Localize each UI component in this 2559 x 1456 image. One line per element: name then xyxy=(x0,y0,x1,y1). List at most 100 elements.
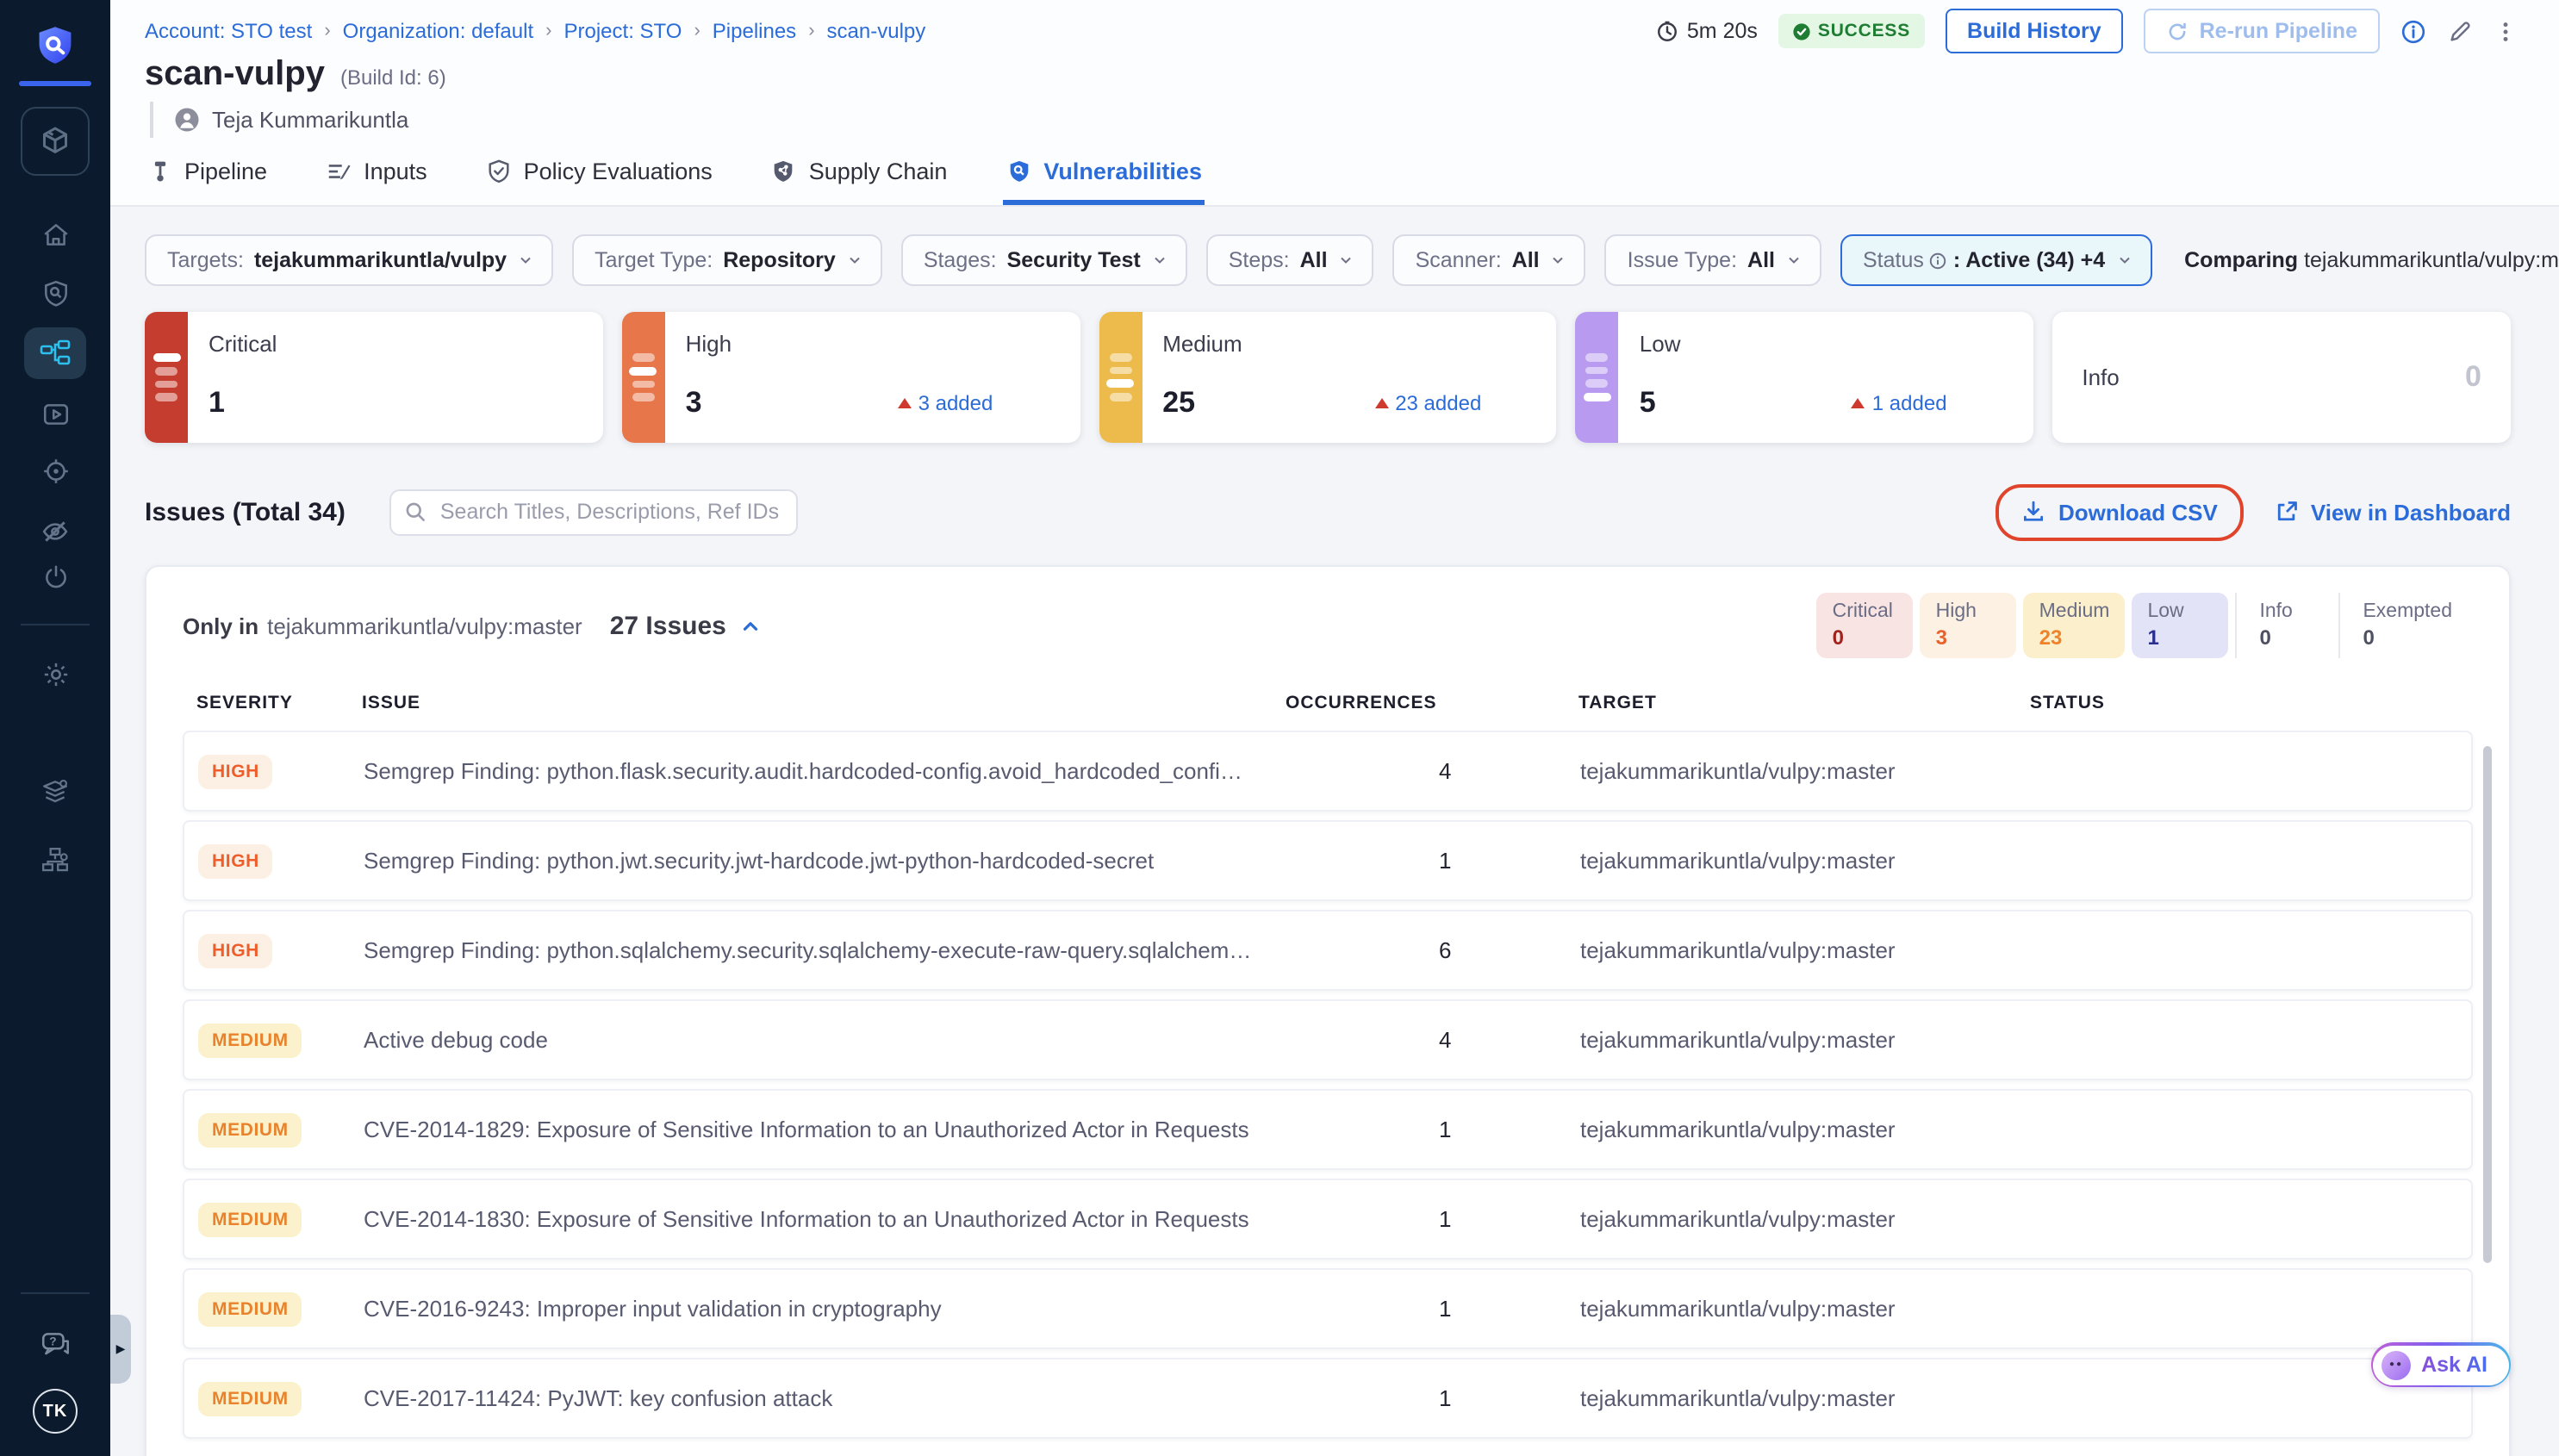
table-row[interactable]: HIGH Semgrep Finding: python.flask.secur… xyxy=(183,731,2473,812)
ask-ai-label: Ask AI xyxy=(2421,1353,2487,1377)
only-in-label: Only in xyxy=(183,613,258,638)
table-row[interactable]: MEDIUM CVE-2014-1829: Exposure of Sensit… xyxy=(183,1089,2473,1170)
view-in-dashboard-button[interactable]: View in Dashboard xyxy=(2275,499,2511,525)
user-icon xyxy=(174,107,200,133)
sidebar-item-org-structure[interactable] xyxy=(0,846,110,875)
sidebar-item-visibility[interactable] xyxy=(0,519,110,544)
svg-text:?: ? xyxy=(48,1335,55,1348)
card-info[interactable]: Info 0 xyxy=(2052,312,2511,443)
card-medium[interactable]: Medium 25 23 added xyxy=(1099,312,1557,443)
issue-title: CVE-2014-1830: Exposure of Sensitive Inf… xyxy=(364,1206,1287,1232)
breadcrumb-current[interactable]: scan-vulpy xyxy=(827,19,926,43)
occurrences-count: 4 xyxy=(1287,1027,1580,1053)
download-csv-button[interactable]: Download CSV xyxy=(2022,499,2218,525)
table-row[interactable]: MEDIUM CVE-2017-11424: PyJWT: key confus… xyxy=(183,1358,2473,1439)
breadcrumb-project[interactable]: Project: STO xyxy=(564,19,682,43)
external-link-icon xyxy=(2275,500,2299,524)
filter-targets[interactable]: Targets:tejakummarikuntla/vulpy xyxy=(145,234,553,286)
info-icon[interactable] xyxy=(2400,18,2426,44)
issues-count: 27 Issues xyxy=(610,611,726,640)
sidebar-item-pipelines-active[interactable] xyxy=(24,327,86,379)
kebab-menu-icon[interactable] xyxy=(2494,18,2518,44)
chip-low: Low1 xyxy=(2132,593,2228,658)
card-low[interactable]: Low 5 1 added xyxy=(1576,312,2034,443)
target-icon xyxy=(40,457,70,486)
issue-target: tejakummarikuntla/vulpy:master xyxy=(1580,1296,2032,1322)
user-avatar[interactable]: TK xyxy=(33,1389,78,1434)
filter-steps[interactable]: Steps:All xyxy=(1206,234,1374,286)
filter-issue-type[interactable]: Issue Type:All xyxy=(1605,234,1821,286)
shield-scan-icon xyxy=(40,279,70,308)
issue-title: Semgrep Finding: python.jwt.security.jwt… xyxy=(364,848,1287,874)
delta-up-icon xyxy=(1374,398,1388,408)
card-label: High xyxy=(686,331,732,357)
sidebar-item-executions[interactable] xyxy=(0,400,110,429)
card-high[interactable]: High 3 3 added xyxy=(622,312,1080,443)
pipeline-tab-icon xyxy=(148,159,172,184)
gear-icon xyxy=(40,660,70,689)
severity-summary-cards: Critical 1 High 3 3 added Medium 25 23 a… xyxy=(145,312,2511,443)
table-row[interactable]: MEDIUM Active debug code 4 tejakummariku… xyxy=(183,999,2473,1080)
table-row[interactable]: MEDIUM CVE-2014-1830: Exposure of Sensit… xyxy=(183,1179,2473,1260)
clock-icon xyxy=(1656,20,1678,42)
breadcrumb-organization[interactable]: Organization: default xyxy=(343,19,534,43)
sidebar-item-default-settings[interactable] xyxy=(0,777,110,806)
tab-pipeline[interactable]: Pipeline xyxy=(145,152,271,205)
card-count: 1 xyxy=(209,386,225,420)
sidebar-item-power[interactable] xyxy=(0,563,110,593)
occurrences-count: 1 xyxy=(1287,848,1580,874)
sidebar-item-settings[interactable] xyxy=(0,660,110,689)
filter-bar: Targets:tejakummarikuntla/vulpy Target T… xyxy=(145,234,2511,286)
filter-target-type[interactable]: Target Type:Repository xyxy=(572,234,882,286)
vulnerabilities-content: Targets:tejakummarikuntla/vulpy Target T… xyxy=(110,207,2559,1456)
home-icon xyxy=(40,221,70,250)
page-header: Account: STO test › Organization: defaul… xyxy=(110,0,2559,207)
high-severity-meter-icon xyxy=(622,312,665,443)
build-duration: 5m 20s xyxy=(1656,19,1758,43)
tab-supply-chain[interactable]: Supply Chain xyxy=(768,152,951,205)
tab-inputs[interactable]: Inputs xyxy=(322,152,431,205)
filter-status[interactable]: Status : Active (34) +4 xyxy=(1840,234,2151,286)
comparing-label: Comparing tejakummarikuntla/vulpy:master… xyxy=(2184,248,2559,272)
filter-scanner[interactable]: Scanner:All xyxy=(1393,234,1586,286)
eye-off-icon xyxy=(40,519,71,544)
breadcrumb-separator: › xyxy=(545,21,551,41)
occurrences-count: 6 xyxy=(1287,937,1580,963)
red-highlight-annotation: Download CSV xyxy=(1996,483,2244,540)
tab-policy-evaluations[interactable]: Policy Evaluations xyxy=(483,152,716,205)
col-target: TARGET xyxy=(1578,693,2030,713)
issues-total-title: Issues (Total 34) xyxy=(145,497,346,526)
harness-sto-logo-icon[interactable] xyxy=(0,24,110,69)
card-critical[interactable]: Critical 1 xyxy=(145,312,603,443)
rerun-pipeline-button[interactable]: Re-run Pipeline xyxy=(2145,9,2380,53)
build-history-button[interactable]: Build History xyxy=(1945,9,2124,53)
edit-pencil-icon[interactable] xyxy=(2447,18,2473,44)
vulnerabilities-shield-icon xyxy=(1006,159,1031,184)
table-scrollbar[interactable] xyxy=(2483,746,2492,1263)
severity-badge: HIGH xyxy=(198,843,273,878)
table-row[interactable]: HIGH Semgrep Finding: python.sqlalchemy.… xyxy=(183,910,2473,991)
sidebar-item-help[interactable]: ? xyxy=(0,1330,110,1360)
breadcrumb-separator: › xyxy=(808,21,814,41)
card-label: Info xyxy=(2082,364,2119,390)
severity-badge: MEDIUM xyxy=(198,1112,302,1147)
chevron-down-icon xyxy=(1338,252,1355,269)
module-switcher-button[interactable] xyxy=(21,107,90,176)
sidebar-item-home[interactable] xyxy=(0,221,110,250)
table-row[interactable]: HIGH Semgrep Finding: python.jwt.securit… xyxy=(183,820,2473,901)
table-header: SEVERITY ISSUE OCCURRENCES TARGET STATUS xyxy=(183,693,2473,713)
severity-badge: HIGH xyxy=(198,933,273,968)
severity-chip-row: Critical0 High3 Medium23 Low1 Info0 Exem… xyxy=(1817,593,2468,658)
search-input[interactable] xyxy=(390,488,799,535)
tab-vulnerabilities[interactable]: Vulnerabilities xyxy=(1002,152,1205,205)
sidebar-item-targets[interactable] xyxy=(0,457,110,486)
sidebar-expand-handle[interactable]: ▶ xyxy=(110,1315,131,1384)
breadcrumb-pipelines[interactable]: Pipelines xyxy=(713,19,796,43)
chevron-down-icon xyxy=(517,252,534,269)
breadcrumb-account[interactable]: Account: STO test xyxy=(145,19,312,43)
table-row[interactable]: MEDIUM CVE-2016-9243: Improper input val… xyxy=(183,1268,2473,1349)
chevron-up-icon[interactable] xyxy=(740,614,763,637)
ask-ai-button[interactable]: ●● Ask AI xyxy=(2370,1342,2511,1387)
filter-stages[interactable]: Stages:Security Test xyxy=(901,234,1187,286)
sidebar-item-scans[interactable] xyxy=(0,279,110,308)
